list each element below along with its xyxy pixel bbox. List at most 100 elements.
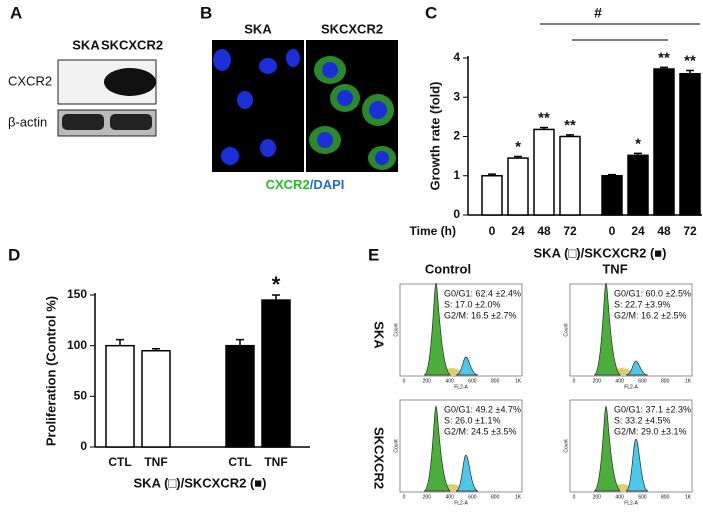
significance: * [272, 272, 281, 297]
bar [225, 344, 255, 448]
g1-peak [423, 282, 451, 376]
error-bar [566, 134, 574, 137]
histogram-tick: 0 [573, 494, 576, 500]
cell-cycle-stat: G2/M: 16.2 ±2.5% [614, 310, 686, 320]
significance: ** [564, 117, 576, 134]
error-bar [608, 173, 616, 176]
histogram-tick: 0 [573, 378, 576, 384]
bracket-label: # [594, 5, 602, 21]
cell-cycle-stat: G2/M: 24.5 ±3.5% [444, 426, 516, 436]
histogram-tick: 400 [615, 378, 624, 384]
column-label: Control [425, 261, 471, 276]
histogram-tick: 200 [423, 378, 432, 384]
bar [627, 154, 649, 216]
bar [653, 68, 675, 216]
histogram-tick: 600 [638, 378, 647, 384]
error-bar [634, 152, 642, 156]
bar [261, 299, 291, 448]
histogram-tick: 1K [685, 378, 692, 384]
histogram-tick: 800 [661, 378, 670, 384]
histogram-tick: 1K [515, 378, 522, 384]
histogram-tick: 600 [468, 494, 477, 500]
column-label: SKA [244, 21, 272, 36]
cell-cycle-stat: S: 22.7 ±3.9% [614, 299, 670, 309]
histogram-y-label: Count [393, 323, 399, 337]
histogram-x-label: FL2-A [624, 384, 638, 390]
g2-peak [625, 438, 649, 492]
x-tick-label: TNF [144, 455, 167, 469]
caption: CXCR2/DAPI [266, 177, 345, 192]
lane-label: SKCXCR2 [101, 37, 163, 52]
blot-band [104, 68, 156, 96]
bar [601, 175, 623, 216]
g2-peak [455, 356, 479, 376]
y-tick-label: 4 [453, 50, 460, 64]
bar [559, 135, 581, 216]
histogram-tick: 200 [593, 494, 602, 500]
significance: ** [538, 109, 550, 126]
y-tick-label: 1 [453, 168, 460, 182]
cell-cycle-stat: S: 33.2 ±4.5% [614, 415, 670, 425]
x-tick-label: 72 [563, 224, 577, 238]
x-axis-label: SKA (□)/SKCXCR2 (■) [134, 475, 267, 490]
histogram-tick: 600 [468, 378, 477, 384]
cell-cycle-stat: S: 26.0 ±1.1% [444, 415, 500, 425]
y-axis-label: Proliferation (Control %) [43, 296, 58, 446]
error-bar [540, 126, 548, 130]
histogram-frame [399, 399, 523, 493]
histogram-tick: 800 [491, 494, 500, 500]
bar [533, 128, 555, 216]
error-bar [660, 66, 668, 69]
y-tick-label: 100 [67, 338, 87, 352]
histogram-tick: 800 [491, 378, 500, 384]
g2-peak [625, 360, 649, 376]
g2-peak [455, 454, 479, 492]
cell-cycle-stat: G0/G1: 37.1 ±2.3% [614, 404, 691, 414]
panel-label: B [200, 3, 212, 22]
lane-label: SKA [72, 37, 100, 52]
panel-label: A [10, 3, 22, 22]
blot-band [110, 114, 152, 130]
histogram-tick: 400 [615, 494, 624, 500]
bar [679, 72, 701, 216]
x-prefix: Time (h) [410, 224, 456, 238]
y-tick-label: 50 [74, 389, 88, 403]
error-bar [272, 294, 280, 301]
x-tick-label: 0 [489, 224, 496, 238]
significance: ** [684, 53, 696, 70]
histogram-y-label: Count [563, 323, 569, 337]
cell-cycle-stat: G2/M: 16.5 ±2.7% [444, 310, 516, 320]
error-bar [236, 338, 244, 346]
x-tick-label: 24 [511, 224, 525, 238]
histogram-x-label: FL2-A [454, 500, 468, 506]
bar [105, 344, 135, 448]
column-label: TNF [602, 261, 627, 276]
significance: ** [658, 49, 670, 66]
row-label: SKCXCR2 [372, 427, 387, 489]
histogram-frame [399, 283, 523, 377]
row-label: β-actin [8, 114, 47, 129]
x-tick-label: TNF [264, 455, 287, 469]
histogram-tick: 400 [445, 494, 454, 500]
error-bar [152, 347, 160, 351]
y-tick-label: 150 [67, 287, 87, 301]
g1-peak [423, 405, 451, 492]
histogram-tick: 0 [403, 378, 406, 384]
panel-label: D [8, 245, 20, 264]
histogram-tick: 200 [593, 378, 602, 384]
caption-part: CXCR2 [266, 177, 310, 192]
caption-part: DAPI [313, 177, 344, 192]
histogram-tick: 200 [423, 494, 432, 500]
cell-cycle-stat: G0/G1: 62.4 ±2.4% [444, 288, 521, 298]
error-bar [116, 338, 124, 346]
cell-cycle-stat: S: 17.0 ±2.0% [444, 299, 500, 309]
histogram-frame [569, 283, 693, 377]
x-tick-label: 0 [609, 224, 616, 238]
cell-cycle-stat: G2/M: 29.0 ±3.1% [614, 426, 686, 436]
histogram-x-label: FL2-A [624, 500, 638, 506]
caption-part: / [310, 177, 314, 192]
significance: * [515, 138, 521, 155]
bar [481, 175, 503, 216]
row-label: CXCR2 [8, 73, 52, 88]
bar [141, 349, 171, 448]
